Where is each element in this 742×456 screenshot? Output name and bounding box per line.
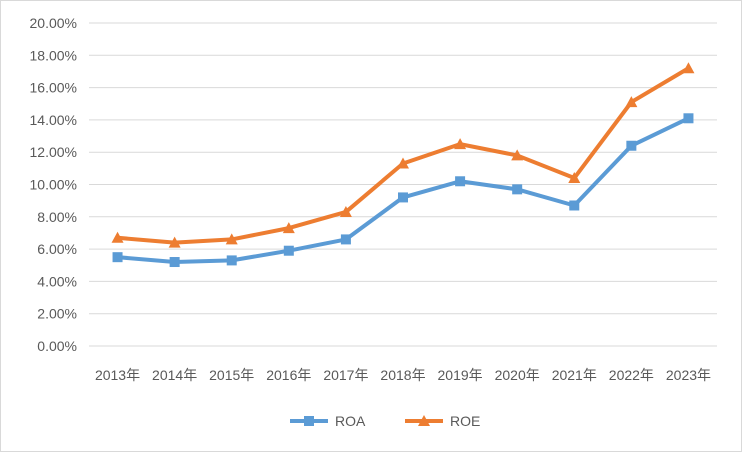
data-point-roe <box>111 231 124 243</box>
x-tick-label: 2020年 <box>495 367 540 383</box>
data-point-roe <box>225 233 238 245</box>
x-tick-label: 2021年 <box>552 367 597 383</box>
data-point-roe <box>282 222 295 234</box>
data-point-roa <box>398 192 408 203</box>
x-tick-label: 2022年 <box>609 367 654 383</box>
y-tick-label: 14.00% <box>30 112 77 128</box>
legend-item-roe: ROE <box>405 413 480 429</box>
data-point-roa <box>683 113 694 124</box>
y-tick-label: 2.00% <box>37 306 77 322</box>
y-tick-label: 6.00% <box>37 241 77 257</box>
x-tick-label: 2017年 <box>323 367 368 383</box>
data-point-roe <box>397 157 409 169</box>
x-tick-label: 2023年 <box>666 367 711 383</box>
data-point-roe <box>168 236 181 248</box>
series-group <box>111 62 695 268</box>
x-axis-ticks: 2013年 2014年 2015年 2016年 2017年 2018年 2019年 2020年… <box>95 367 711 383</box>
data-point-roa <box>169 257 180 268</box>
data-point-roa <box>226 255 237 266</box>
y-tick-label: 20.00% <box>30 15 77 31</box>
data-point-roa <box>283 245 294 256</box>
data-point-roa <box>340 234 351 245</box>
data-point-roa <box>626 140 637 151</box>
y-tick-label: 10.00% <box>30 177 77 193</box>
data-point-roe <box>568 172 581 184</box>
legend-item-roa: ROA <box>290 413 366 429</box>
series-roa <box>112 113 694 268</box>
data-point-roa <box>512 184 523 195</box>
y-axis-ticks: 0.00% 2.00% 4.00% 6.00% 8.00% 10.00% 12.00% 14.… <box>30 15 77 354</box>
y-tick-label: 0.00% <box>37 338 77 354</box>
data-point-roa <box>569 200 580 211</box>
y-tick-label: 12.00% <box>30 144 77 160</box>
data-point-roa <box>112 252 123 263</box>
legend-marker <box>418 415 430 426</box>
legend: ROA ROE <box>290 413 480 429</box>
x-tick-label: 2015年 <box>209 367 254 383</box>
legend-label: ROA <box>335 413 366 429</box>
y-tick-label: 18.00% <box>30 47 77 63</box>
x-tick-label: 2013年 <box>95 367 140 383</box>
x-tick-label: 2014年 <box>152 367 197 383</box>
data-point-roe <box>339 205 352 217</box>
x-tick-label: 2019年 <box>438 367 483 383</box>
legend-label: ROE <box>450 413 480 429</box>
data-point-roa <box>455 176 466 187</box>
x-tick-label: 2016年 <box>266 367 311 383</box>
data-point-roe <box>511 149 524 161</box>
data-point-roe <box>454 138 467 150</box>
legend-marker <box>304 416 314 426</box>
series-roe <box>111 62 695 248</box>
y-tick-label: 16.00% <box>30 80 77 96</box>
data-point-roe <box>682 62 695 74</box>
gridlines <box>89 22 717 347</box>
y-tick-label: 8.00% <box>37 209 77 225</box>
data-point-roe <box>625 96 638 108</box>
x-tick-label: 2018年 <box>380 367 425 383</box>
y-tick-label: 4.00% <box>37 273 77 289</box>
